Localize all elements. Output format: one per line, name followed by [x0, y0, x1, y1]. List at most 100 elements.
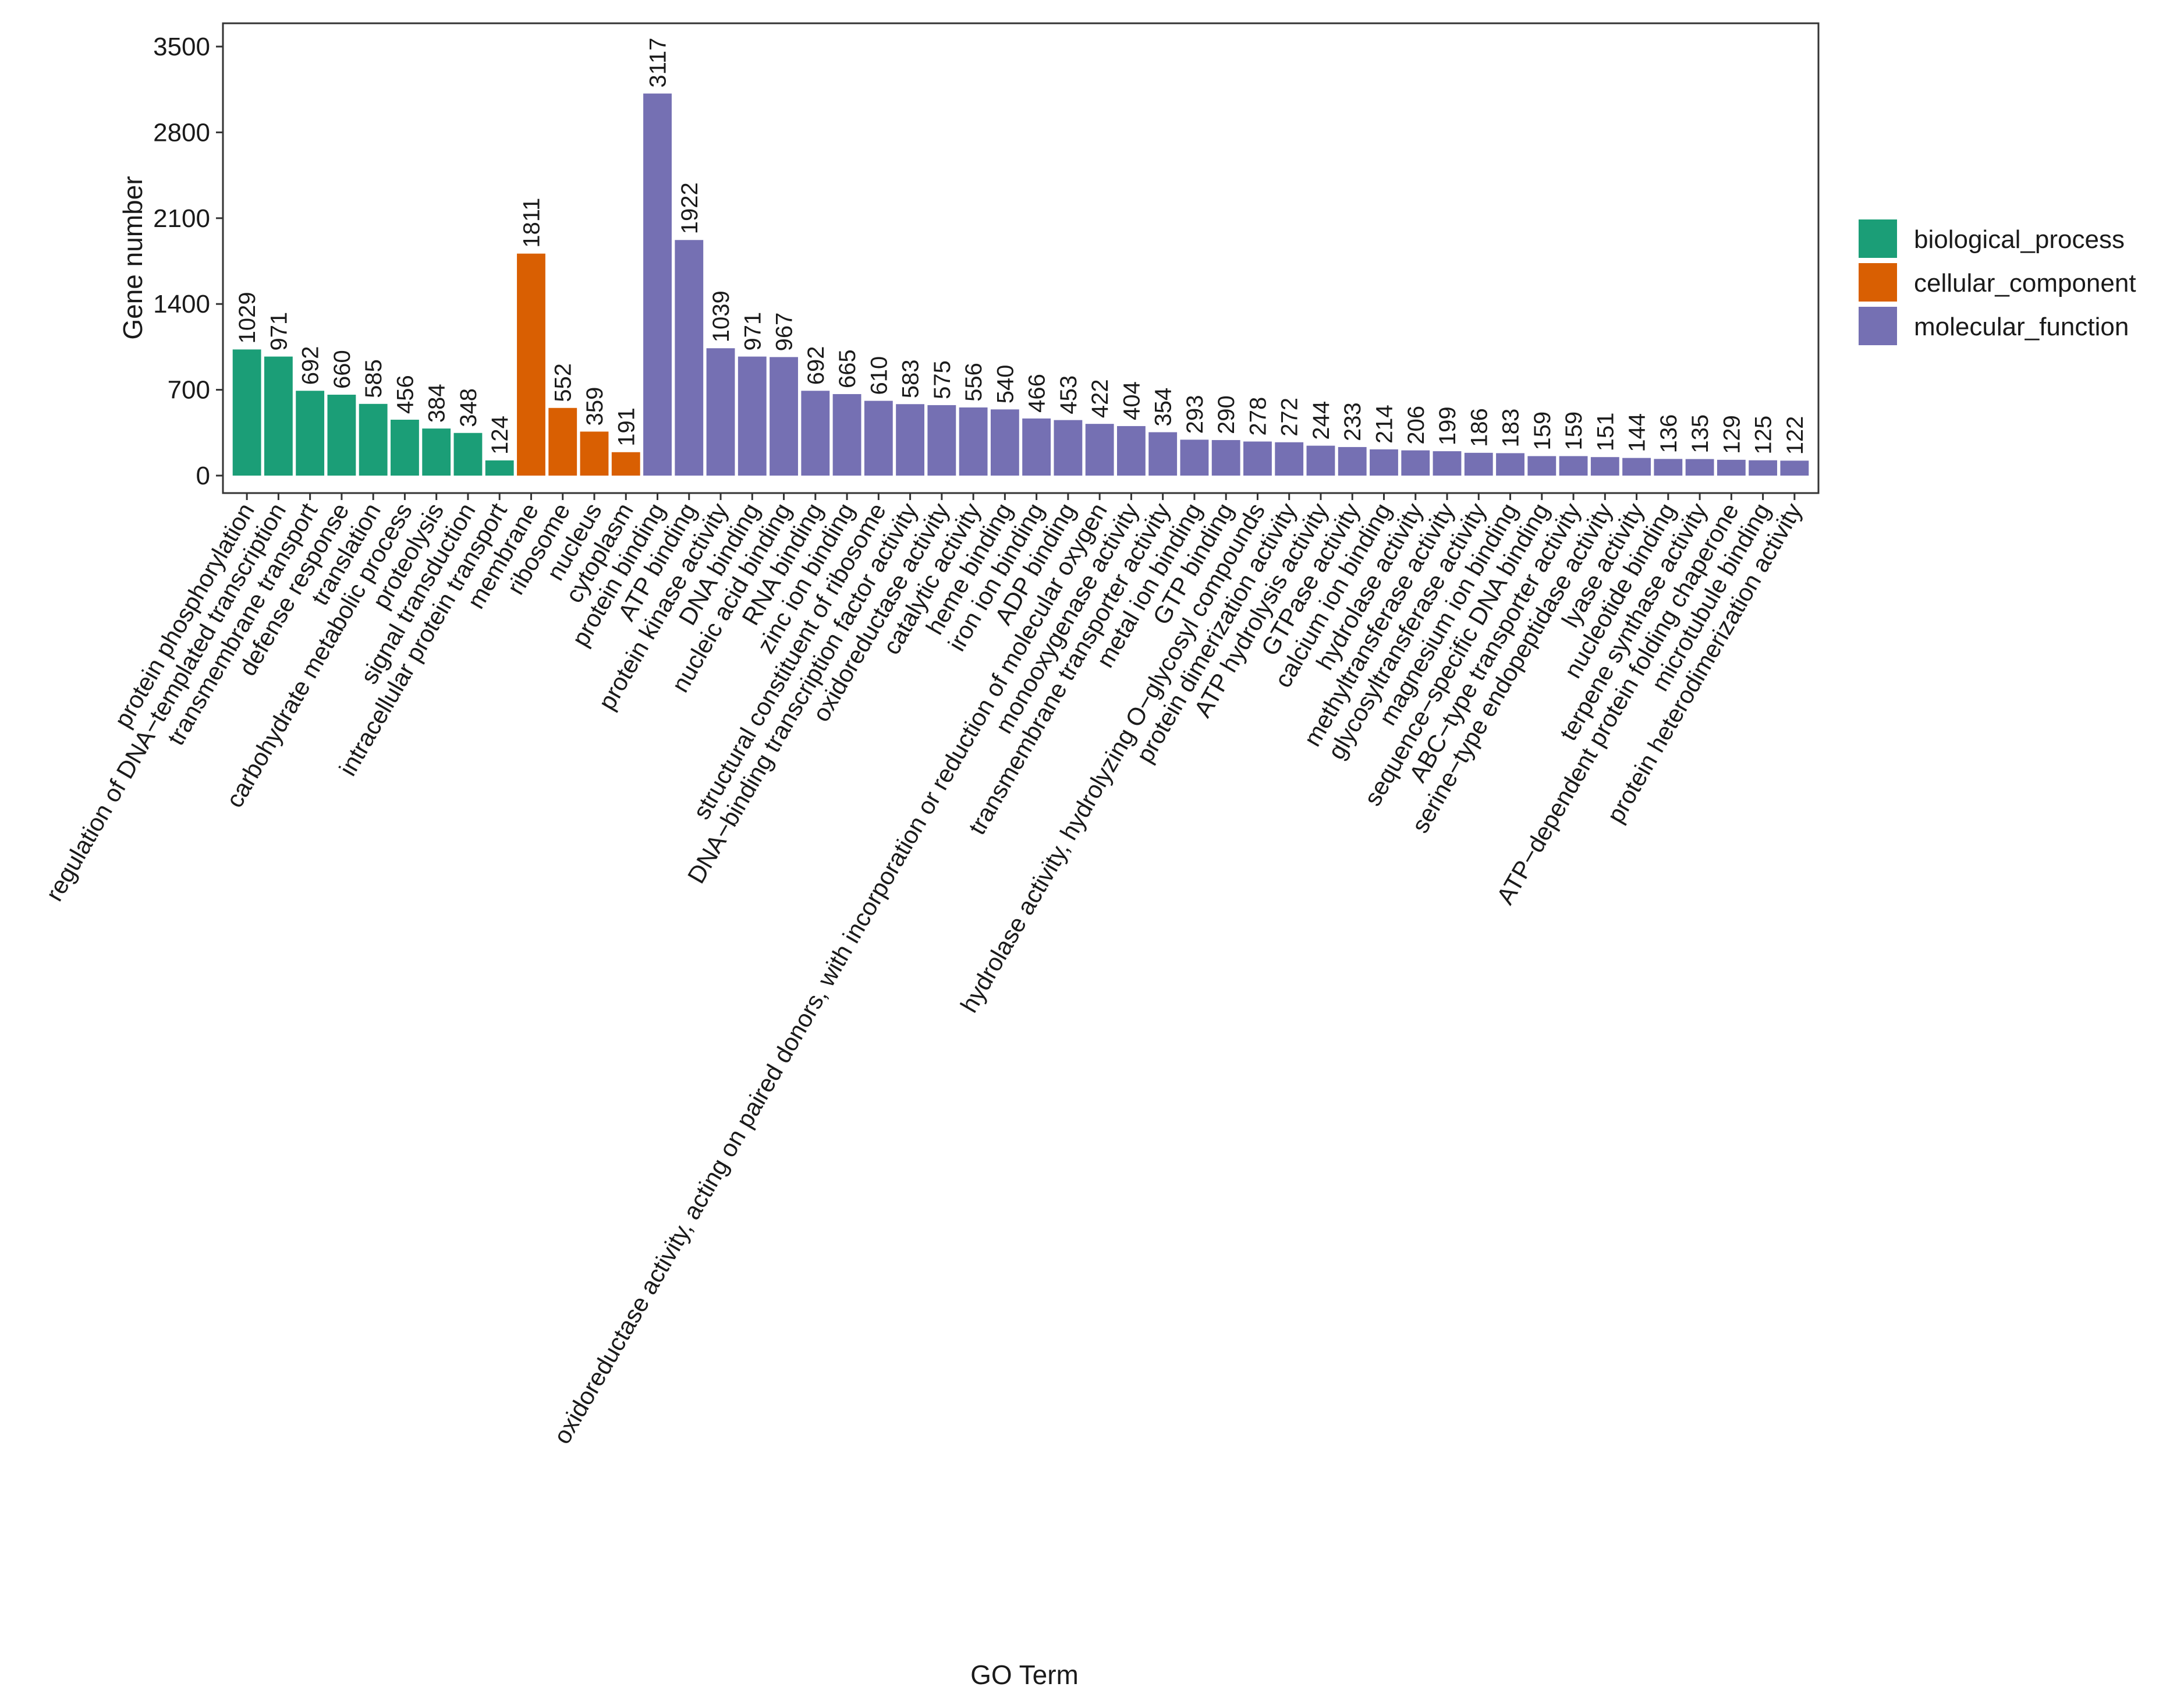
bar-value-label: 453	[1056, 375, 1082, 414]
bars-layer	[232, 93, 1809, 476]
y-tick-label: 2800	[153, 118, 210, 147]
bar-value-label: 665	[835, 349, 860, 388]
bar-value-label: 159	[1561, 412, 1587, 451]
bar-value-label: 233	[1340, 402, 1366, 441]
bar-value-label: 183	[1498, 409, 1524, 448]
bar-defense-response	[327, 395, 356, 476]
bar-magnesium-ion-binding	[1496, 453, 1524, 476]
legend-swatch-molecular-function	[1859, 307, 1897, 345]
bar-value-label: 136	[1656, 414, 1682, 453]
bar-methyltransferase-activity	[1433, 451, 1462, 476]
y-tick-label: 2100	[153, 204, 210, 233]
bar-value-label: 191	[614, 407, 639, 446]
bar-atp-binding	[675, 240, 704, 476]
bar-value-label: 1039	[708, 290, 734, 342]
bar-value-label: 971	[740, 312, 765, 351]
bar-protein-dimerization-activity	[1275, 442, 1304, 476]
bar-value-label: 3117	[646, 38, 671, 88]
bar-dna-binding	[738, 356, 767, 476]
bar-cytoplasm	[611, 452, 640, 476]
bar-signal-transduction	[453, 433, 483, 476]
bar-transmembrane-transport	[296, 391, 325, 476]
bar-value-label: 404	[1119, 381, 1144, 420]
legend-swatch-biological-process	[1859, 219, 1897, 258]
bar-dna-binding-transcription-factor-activity	[896, 404, 925, 476]
bar-protein-kinase-activity	[706, 348, 735, 476]
bar-membrane	[517, 253, 545, 476]
bar-value-label: 129	[1719, 415, 1745, 454]
bar-sequence-specific-dna-binding	[1527, 456, 1557, 476]
bar-value-label: 967	[772, 313, 797, 352]
bar-value-label: 186	[1466, 408, 1492, 447]
bar-value-label: 199	[1435, 406, 1460, 445]
bar-protein-heterodimerization-activity	[1780, 460, 1809, 476]
legend-label-molecular-function: molecular_function	[1914, 313, 2129, 341]
bar-atp-hydrolysis-activity	[1306, 445, 1335, 476]
bar-gtp-binding	[1211, 440, 1240, 476]
bar-value-label: 151	[1593, 412, 1618, 451]
legend: biological_process cellular_component mo…	[1859, 219, 2136, 345]
bar-proteolysis	[422, 428, 451, 476]
bar-translation	[359, 403, 388, 476]
bar-value-label: 290	[1214, 395, 1239, 434]
bar-value-label: 144	[1625, 413, 1650, 452]
bar-value-label: 354	[1151, 388, 1176, 427]
bar-zinc-ion-binding	[832, 394, 861, 476]
bar-structural-constituent-of-ribosome	[864, 401, 893, 476]
bar-adp-binding	[1054, 420, 1083, 476]
legend-label-cellular-component: cellular_component	[1914, 269, 2136, 297]
bar-terpene-synthase-activity	[1685, 459, 1714, 476]
bar-value-label: 272	[1277, 398, 1303, 437]
y-tick-label: 0	[196, 462, 210, 490]
bar-value-label: 1922	[677, 182, 703, 234]
bar-oxidoreductase-activity	[927, 405, 956, 476]
bar-value-label: 206	[1403, 406, 1429, 445]
bar-metal-ion-binding	[1180, 440, 1209, 476]
bar-nucleic-acid-binding	[770, 357, 798, 476]
plot-panel	[222, 22, 1820, 494]
bar-value-label: 359	[582, 387, 608, 426]
bar-oxidoreductase-activity-acting-on-paired-donors-	[1085, 424, 1114, 476]
bar-glycosyltransferase-activity	[1464, 452, 1493, 476]
bar-protein-binding	[643, 93, 672, 476]
bar-value-label: 1029	[235, 292, 260, 343]
bar-lyase-activity	[1622, 458, 1651, 476]
bar-value-label: 1811	[519, 198, 544, 248]
bar-value-label: 159	[1530, 412, 1555, 451]
bar-value-label: 585	[361, 359, 387, 398]
bar-value-label: 124	[487, 416, 513, 455]
bar-gtpase-activity	[1338, 446, 1367, 476]
bar-value-label: 692	[298, 346, 324, 385]
bar-value-label: 971	[266, 312, 292, 351]
bar-protein-phosphorylation	[232, 349, 261, 476]
bar-value-label: 293	[1182, 395, 1208, 434]
bar-value-label: 214	[1371, 405, 1397, 444]
bar-value-label: 456	[392, 375, 418, 414]
bar-value-label: 466	[1024, 374, 1050, 413]
bar-value-label: 278	[1245, 397, 1271, 436]
bar-catalytic-activity	[959, 407, 988, 476]
bar-rna-binding	[801, 391, 830, 476]
x-axis-title: GO Term	[970, 1660, 1079, 1690]
bar-value-label: 583	[898, 359, 924, 398]
bar-value-label: 422	[1087, 379, 1113, 418]
bar-carbohydrate-metabolic-process	[391, 419, 419, 476]
bar-value-label: 692	[803, 346, 829, 385]
bar-value-label: 348	[456, 388, 481, 427]
bar-value-label: 135	[1687, 414, 1713, 453]
bar-hydrolase-activity-hydrolyzing-o-glycosyl-compou	[1243, 441, 1272, 476]
bar-regulation-of-dna-templated-transcription	[264, 356, 293, 476]
bar-iron-ion-binding	[1022, 418, 1051, 476]
bar-value-label: 610	[866, 356, 892, 395]
bar-value-label: 660	[329, 350, 355, 389]
legend-swatch-cellular-component	[1859, 263, 1897, 302]
bar-nucleotide-binding	[1654, 459, 1683, 476]
bar-abc-type-transporter-activity	[1559, 456, 1588, 476]
y-tick-label: 1400	[153, 290, 210, 318]
y-tick-label: 700	[168, 376, 210, 405]
bar-nucleus	[580, 431, 609, 476]
y-axis: 0 700 1400 2100 2800 3500	[153, 33, 223, 490]
bar-value-label: 540	[992, 365, 1018, 404]
